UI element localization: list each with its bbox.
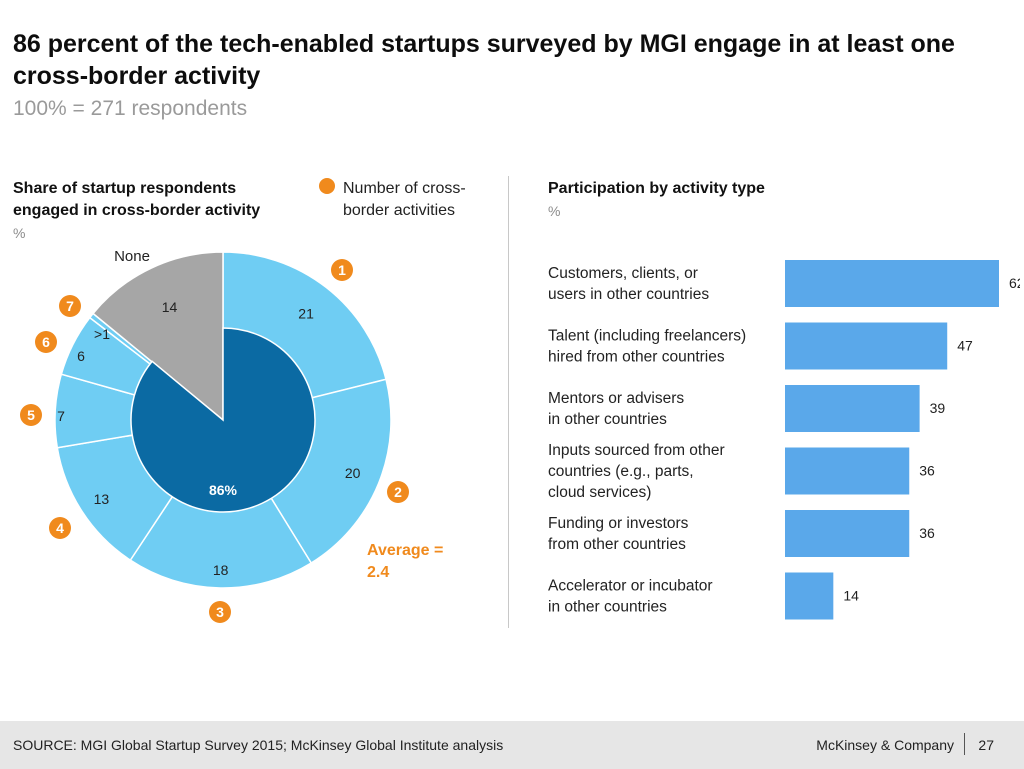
pie-heading: Share of startup respondents engaged in … [13, 178, 303, 244]
bar-heading-text: Participation by activity type [548, 180, 765, 197]
bar-value-label: 14 [843, 588, 859, 604]
bar-value-label: 36 [919, 463, 935, 479]
activity-count-badge-label: 6 [42, 334, 50, 350]
center-label: 86% [209, 482, 238, 498]
legend-label: Number of cross-border activities [343, 180, 466, 219]
bar [785, 385, 920, 432]
slice-value-label: 13 [94, 491, 110, 507]
page-subtitle: 100% = 271 respondents [13, 97, 248, 120]
activity-count-badge [387, 481, 409, 503]
slice-value-label: 14 [162, 299, 178, 315]
bar-category-label: in other countries [548, 599, 667, 616]
pie-heading-text: Share of startup respondents engaged in … [13, 180, 261, 219]
slice-value-label: 6 [77, 348, 85, 364]
none-category-label: None [114, 248, 150, 265]
bar [785, 572, 834, 620]
bar-heading: Participation by activity type % [548, 178, 848, 222]
bar-value-label: 36 [919, 525, 935, 541]
page-title: 86 percent of the tech-enabled startups … [13, 30, 955, 90]
average-label: Average = [367, 542, 444, 559]
slice-value-label: 20 [345, 465, 361, 481]
bar-category-label: countries (e.g., parts, [548, 463, 694, 480]
activity-count-badge-label: 5 [27, 407, 35, 423]
slice-value-label: 21 [298, 306, 314, 322]
average-annotation: Average = 2.4 [367, 540, 443, 584]
activity-count-badge [59, 295, 81, 317]
bar-category-label: Accelerator or incubator [548, 578, 713, 595]
bar-category-label: from other countries [548, 536, 686, 553]
bar-category-label: in other countries [548, 411, 667, 428]
activity-count-badge-label: 7 [66, 298, 74, 314]
slice-value-label: 7 [57, 408, 65, 424]
bar-category-label: users in other countries [548, 286, 709, 303]
divider [508, 176, 509, 628]
bar-category-label: Customers, clients, or [548, 265, 698, 282]
bar-category-label: Inputs sourced from other [548, 442, 725, 459]
activity-count-badge-label: 4 [56, 520, 64, 536]
bar-category-label: Talent (including freelancers) [548, 328, 746, 345]
bar-category-label: Funding or investors [548, 515, 689, 532]
average-value: 2.4 [367, 564, 390, 581]
activity-count-badge [209, 601, 231, 623]
footer-separator [964, 733, 965, 755]
bar-value-label: 47 [957, 338, 973, 354]
bar-value-label: 39 [930, 400, 946, 416]
activity-count-badge [35, 331, 57, 353]
legend-dot-icon [319, 178, 335, 194]
bar [785, 447, 910, 495]
bar [785, 510, 910, 557]
donut-chart: 86% 21 20 18 13 7 6 >1 14 None 1 2 3 4 5 6 7 [20, 248, 409, 623]
bar-value-label: 62 [1009, 275, 1020, 291]
bar-category-label: hired from other countries [548, 349, 725, 366]
source-note: SOURCE: MGI Global Startup Survey 2015; … [13, 737, 504, 753]
activity-count-badge-label: 1 [338, 262, 346, 278]
inner-share-slice [130, 327, 316, 513]
slice-value-label: 18 [213, 562, 229, 578]
activity-count-badge [331, 259, 353, 281]
bar-category-label: Mentors or advisers [548, 390, 684, 407]
activity-count-badge-label: 2 [394, 484, 402, 500]
footer: SOURCE: MGI Global Startup Survey 2015; … [0, 721, 1024, 769]
bar [785, 322, 948, 370]
bar-category-label: cloud services) [548, 484, 651, 501]
bar-unit: % [548, 203, 561, 219]
bar-chart: 62 Customers, clients, or users in other c… [548, 260, 1020, 620]
activity-count-badge-label: 3 [216, 604, 224, 620]
bar [785, 260, 999, 307]
pie-unit: % [13, 225, 26, 241]
activity-count-badge [20, 404, 42, 426]
page-number: 27 [978, 737, 994, 753]
company-name: McKinsey & Company [816, 737, 954, 753]
pie-slice-none [92, 251, 224, 422]
slice-value-label: >1 [94, 326, 110, 342]
activity-count-badge [49, 517, 71, 539]
